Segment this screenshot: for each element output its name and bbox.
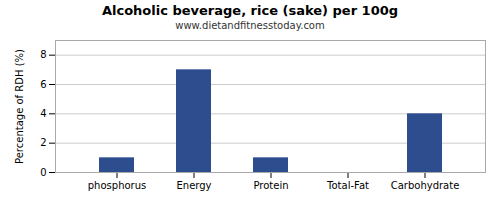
- html-text:www.dietandfitnesstoday.com: www.dietandfitnesstoday.com: [175, 20, 325, 31]
- svg-text:phosphorus: phosphorus: [88, 180, 146, 191]
- svg-text:Protein: Protein: [253, 180, 288, 191]
- svg-text:0: 0: [40, 167, 46, 178]
- svg-text:6: 6: [40, 79, 46, 90]
- svg-text:Total-Fat: Total-Fat: [326, 180, 369, 191]
- svg-text:4: 4: [40, 108, 46, 119]
- html-text:Alcoholic beverage, rice (sake: Alcoholic beverage, rice (sake) per 100g: [101, 3, 399, 18]
- svg-text:8: 8: [40, 49, 46, 60]
- svg-text:Energy: Energy: [176, 180, 211, 191]
- svg-text:Carbohydrate: Carbohydrate: [391, 180, 460, 191]
- svg-text:Percentage of RDH (%): Percentage of RDH (%): [14, 49, 25, 164]
- svg-text:2: 2: [40, 137, 46, 148]
